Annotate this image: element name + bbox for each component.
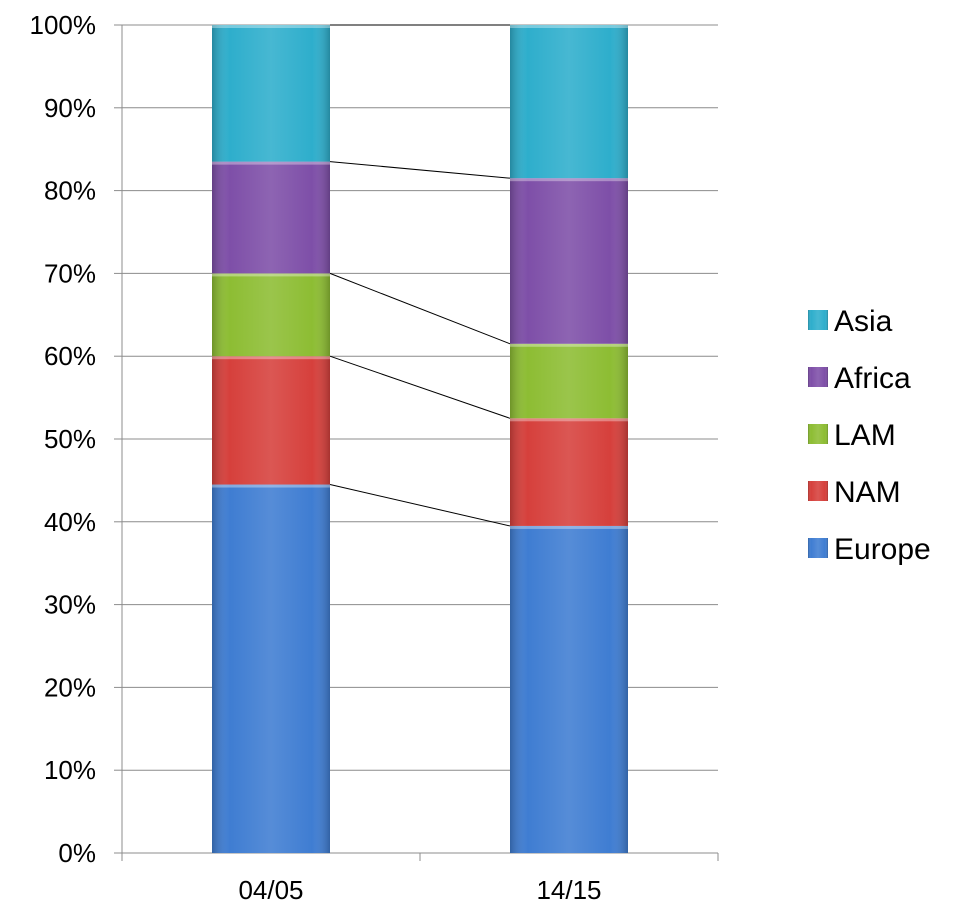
bars bbox=[212, 25, 628, 853]
series-line bbox=[329, 161, 511, 179]
x-tick-label: 14/15 bbox=[536, 875, 601, 904]
legend-swatch-shading bbox=[808, 367, 828, 387]
bar-shading bbox=[510, 525, 628, 853]
legend-item-asia: Asia bbox=[808, 305, 893, 338]
y-tick-label: 70% bbox=[44, 258, 96, 288]
legend-item-europe: Europe bbox=[808, 533, 931, 566]
series-line bbox=[329, 272, 511, 345]
legend-swatch-shading bbox=[808, 538, 828, 558]
series-line bbox=[329, 484, 511, 527]
legend-swatch-shading bbox=[808, 424, 828, 444]
series-lines bbox=[329, 24, 511, 527]
bar-segment-africa bbox=[212, 161, 330, 274]
y-tick-label: 100% bbox=[30, 10, 97, 40]
bar-shading bbox=[510, 418, 628, 526]
bar-segment-asia bbox=[510, 25, 628, 179]
legend-label: Europe bbox=[834, 533, 931, 566]
bar-highlight bbox=[212, 161, 330, 165]
legend-swatch-shading bbox=[808, 481, 828, 501]
gridlines bbox=[122, 24, 718, 771]
y-tick-label: 10% bbox=[44, 755, 96, 785]
legend-label: NAM bbox=[834, 476, 901, 509]
bar-segment-asia bbox=[212, 25, 330, 162]
y-tick-label: 20% bbox=[44, 672, 96, 702]
bar-shading bbox=[510, 25, 628, 179]
legend-swatch-shading bbox=[808, 310, 828, 330]
legend-item-africa: Africa bbox=[808, 362, 911, 395]
y-tick-label: 60% bbox=[44, 341, 96, 371]
x-axis-tick-labels: 04/05 14/15 bbox=[238, 875, 601, 904]
bar-shading bbox=[510, 178, 628, 344]
bar-segment-lam bbox=[510, 343, 628, 419]
bar-highlight bbox=[212, 356, 330, 360]
bar-shading bbox=[510, 343, 628, 419]
bar-segment-europe bbox=[510, 525, 628, 853]
bar-shading bbox=[212, 356, 330, 485]
bar-highlight bbox=[510, 418, 628, 422]
legend-item-lam: LAM bbox=[808, 419, 896, 452]
bar-highlight bbox=[510, 525, 628, 529]
bar-segment-africa bbox=[510, 178, 628, 344]
bar-segment-nam bbox=[510, 418, 628, 526]
bar-highlight bbox=[510, 25, 628, 28]
bar-segment-nam bbox=[212, 356, 330, 485]
y-tick-label: 90% bbox=[44, 93, 96, 123]
bar-shading bbox=[212, 25, 330, 162]
y-tick-label: 80% bbox=[44, 176, 96, 206]
bar-segment-europe bbox=[212, 484, 330, 853]
bar-segment-lam bbox=[212, 273, 330, 357]
bar-shading bbox=[212, 484, 330, 853]
bar-shading bbox=[212, 161, 330, 274]
x-tick-label: 04/05 bbox=[238, 875, 303, 904]
legend-label: LAM bbox=[834, 419, 896, 452]
y-axis-tick-labels: 0% 10% 20% 30% 40% 50% 60% 70% 80% 90% 100% bbox=[30, 10, 97, 868]
bar-highlight bbox=[212, 25, 330, 28]
legend-label: Africa bbox=[834, 362, 911, 395]
y-tick-label: 50% bbox=[44, 424, 96, 454]
y-tick-label: 0% bbox=[58, 838, 96, 868]
y-tick-label: 30% bbox=[44, 590, 96, 620]
bar-highlight bbox=[510, 178, 628, 182]
legend-label: Asia bbox=[834, 305, 893, 338]
bar-highlight bbox=[212, 484, 330, 488]
bar-highlight bbox=[510, 343, 628, 347]
legend-item-nam: NAM bbox=[808, 476, 901, 509]
bar-highlight bbox=[212, 273, 330, 277]
series-line bbox=[329, 355, 511, 419]
bar-shading bbox=[212, 273, 330, 357]
y-tick-label: 40% bbox=[44, 507, 96, 537]
legend: Asia Africa LAM NAM Europe bbox=[808, 305, 931, 566]
